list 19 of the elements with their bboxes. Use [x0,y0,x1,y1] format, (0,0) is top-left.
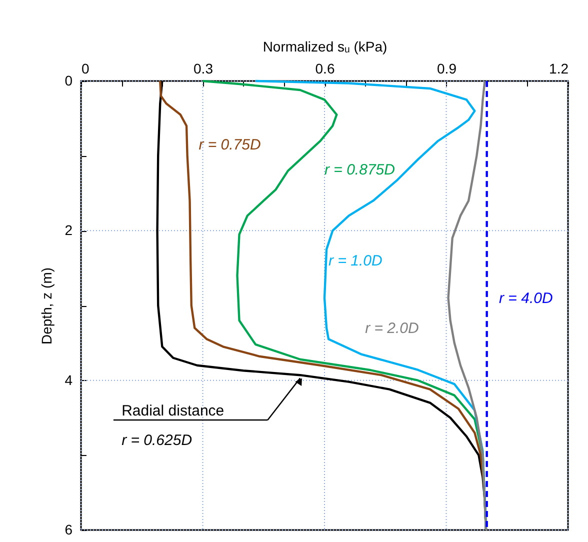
series-label: r = 0.75D [198,136,261,154]
text: r = 0.625D [122,432,192,450]
text: r = 2.0D [365,320,420,337]
x-tick-label: 0.6 [315,60,335,76]
series-label: r = 4.0D [499,290,553,308]
y-tick-label: 6 [64,522,73,538]
line-series [447,80,488,532]
x-axis-title: Normalized sᵤ (kPa) [262,38,388,54]
x-tick-label: 0 [82,60,90,76]
y-axis-title: Depth, z (m) [38,267,55,345]
series-label: r = 0.875D [324,161,396,178]
y-tick-label: 4 [64,372,73,388]
annotation: Radial distance [122,402,224,420]
y-tick-label: 0 [64,72,73,88]
x-tick-label: 1.2 [549,60,569,76]
y-tick-label: 2 [64,222,73,238]
x-tick-label: 0.3 [194,60,214,76]
x-tick-label: 0.9 [437,60,457,76]
series-label: r = 1.0D [328,252,382,270]
